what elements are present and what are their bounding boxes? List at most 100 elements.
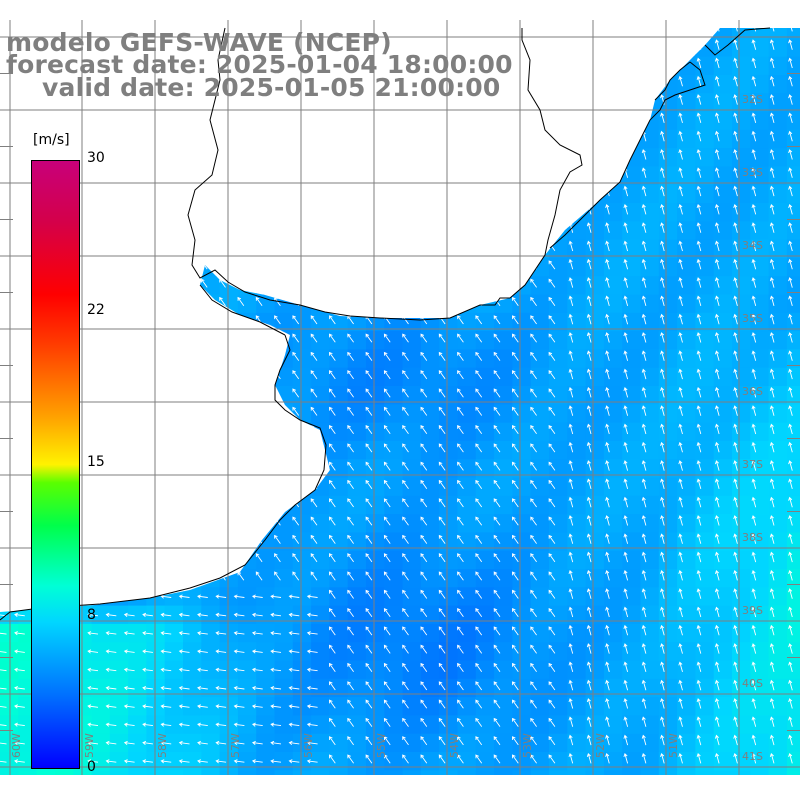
wind-arrow xyxy=(751,496,757,508)
wind-speed-cell xyxy=(109,678,129,698)
wind-speed-cell xyxy=(402,660,422,680)
wind-speed-cell xyxy=(219,587,239,607)
wind-speed-cell xyxy=(292,678,312,698)
wind-speed-cell xyxy=(695,623,715,643)
wind-speed-cell xyxy=(109,587,129,607)
wind-speed-cell xyxy=(366,349,385,369)
wind-speed-cell xyxy=(475,294,495,314)
wind-arrow xyxy=(219,406,226,416)
wind-arrow xyxy=(438,516,446,526)
wind-arrow xyxy=(197,740,208,746)
wind-arrow xyxy=(17,168,25,178)
wind-arrow xyxy=(788,277,793,288)
model-title: modelo GEFS-WAVE (NCEP) xyxy=(6,28,392,57)
wind-arrow xyxy=(660,460,665,471)
wind-arrow xyxy=(769,258,775,270)
wind-arrow xyxy=(292,406,300,416)
wind-speed-cell xyxy=(768,74,788,94)
wind-arrow xyxy=(475,461,483,471)
wind-speed-cell xyxy=(750,56,770,76)
wind-speed-cell xyxy=(366,550,385,570)
wind-speed-cell xyxy=(219,129,239,149)
wind-arrow xyxy=(17,553,25,563)
wind-arrow xyxy=(733,478,738,490)
wind-speed-cell xyxy=(201,221,221,241)
wind-arrow xyxy=(91,333,98,343)
wind-speed-cell xyxy=(622,532,642,552)
wind-arrow xyxy=(586,222,592,233)
wind-speed-cell xyxy=(640,129,660,149)
wind-speed-cell xyxy=(549,715,568,735)
wind-speed-cell xyxy=(713,440,733,460)
wind-speed-cell xyxy=(292,587,312,607)
wind-arrow xyxy=(219,516,226,526)
wind-speed-cell xyxy=(256,294,276,314)
wind-speed-cell xyxy=(494,28,513,39)
wind-arrow xyxy=(733,368,738,380)
wind-arrow xyxy=(0,740,7,746)
wind-speed-cell xyxy=(622,605,642,625)
wind-speed-cell xyxy=(164,440,184,460)
wind-speed-cell xyxy=(0,477,19,497)
wind-arrow xyxy=(568,295,574,307)
wind-arrow xyxy=(714,423,720,435)
wind-arrow xyxy=(160,649,172,654)
wind-arrow xyxy=(310,333,318,343)
wind-arrow xyxy=(548,168,556,178)
wind-speed-cell xyxy=(183,422,202,442)
wind-arrow xyxy=(530,77,537,87)
wind-arrow xyxy=(402,28,409,32)
wind-speed-cell xyxy=(695,422,715,442)
wind-speed-cell xyxy=(494,495,513,515)
wind-speed-cell xyxy=(439,349,459,369)
wind-speed-cell xyxy=(201,623,221,643)
wind-arrow xyxy=(696,130,702,142)
wind-arrow xyxy=(0,498,7,508)
wind-speed-cell xyxy=(622,386,642,405)
wind-arrow xyxy=(347,498,354,508)
wind-arrow xyxy=(109,516,117,526)
wind-arrow xyxy=(696,203,702,215)
wind-arrow xyxy=(219,205,226,215)
wind-speed-cell xyxy=(640,74,660,94)
wind-speed-cell xyxy=(384,532,404,552)
wind-arrow xyxy=(733,423,738,435)
wind-arrow xyxy=(568,716,574,727)
wind-arrow xyxy=(769,75,775,87)
wind-arrow xyxy=(623,258,629,270)
wind-speed-cell xyxy=(713,752,733,771)
wind-speed-cell xyxy=(530,203,550,222)
wind-arrow xyxy=(512,278,519,288)
wind-arrow xyxy=(197,612,208,617)
wind-arrow xyxy=(329,187,336,197)
wind-arrow xyxy=(255,168,263,178)
wind-speed-cell xyxy=(329,276,349,296)
wind-speed-cell xyxy=(677,386,696,405)
wind-arrow xyxy=(714,386,720,398)
wind-arrow xyxy=(127,333,135,343)
wind-arrow xyxy=(457,40,464,50)
wind-arrow xyxy=(548,571,556,581)
wind-speed-cell xyxy=(164,495,184,515)
wind-speed-cell xyxy=(512,569,532,588)
wind-speed-cell xyxy=(0,733,19,753)
wind-arrow xyxy=(0,205,7,215)
wind-arrow xyxy=(641,295,647,307)
wind-speed-cell xyxy=(183,697,202,716)
wind-arrow xyxy=(530,498,537,508)
wind-arrow xyxy=(347,534,354,544)
wind-speed-cell xyxy=(164,550,184,570)
wind-arrow xyxy=(292,479,300,489)
wind-speed-cell xyxy=(128,715,147,735)
wind-speed-cell xyxy=(366,422,385,442)
wind-speed-cell xyxy=(384,386,404,405)
wind-arrow xyxy=(457,461,464,471)
wind-speed-cell xyxy=(530,367,550,387)
wind-arrow xyxy=(17,150,25,160)
wind-speed-cell xyxy=(677,752,696,771)
wind-arrow xyxy=(402,461,409,471)
wind-arrow xyxy=(751,734,757,746)
wind-speed-cell xyxy=(750,422,770,442)
wind-arrow xyxy=(329,571,336,581)
wind-arrow xyxy=(586,167,592,178)
